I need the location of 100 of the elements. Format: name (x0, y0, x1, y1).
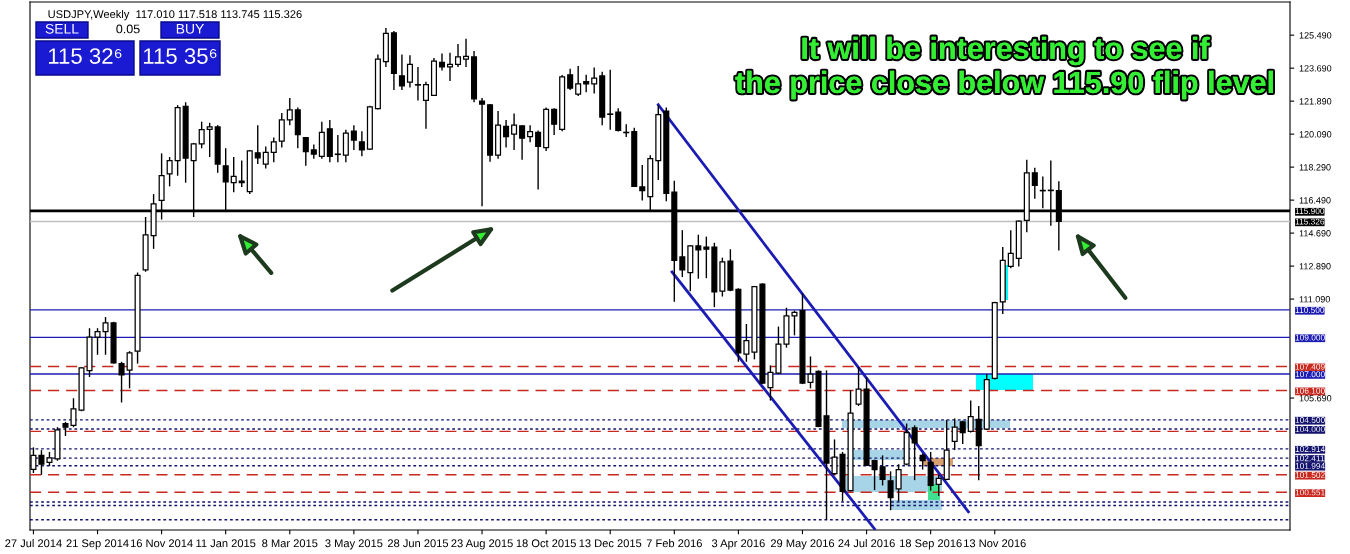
y-tick-label: 121.890 (1299, 98, 1332, 105)
candlestick (126, 350, 133, 390)
annotation: SELL (45, 23, 79, 34)
candlestick (519, 124, 526, 161)
candlestick (302, 136, 309, 167)
annotation: 115 32⁶ (48, 48, 122, 64)
y-tick-label: 125.490 (1299, 32, 1332, 39)
candlestick (270, 136, 277, 164)
candlestick (967, 399, 974, 434)
annotation: 0.05 (116, 24, 140, 34)
candlestick (703, 235, 710, 279)
candlestick (278, 112, 285, 149)
candlestick (511, 112, 518, 151)
x-tick-label: 7 Feb 2016 (646, 539, 702, 548)
ref-line-label: 101.994 (1295, 462, 1325, 469)
candlestick (166, 156, 173, 188)
text: USDJPY,Weekly 117.010 117.518 113.745 115.326 (48, 9, 302, 21)
x-tick-label: 29 May 2016 (770, 539, 835, 550)
y-tick-label: 105.690 (1299, 395, 1332, 402)
annotation: BUY (176, 24, 204, 34)
candlestick (567, 68, 574, 91)
ref-line-label: 102.914 (1295, 446, 1325, 453)
candlestick (535, 129, 542, 191)
candlestick (238, 159, 245, 188)
x-tick-label: 18 Sep 2016 (899, 539, 962, 550)
candlestick (527, 124, 534, 143)
ref-line-label: 115.326 (1295, 218, 1325, 225)
candlestick (438, 52, 446, 72)
ref-line-label: 106.100 (1295, 387, 1325, 394)
candlestick (895, 463, 902, 502)
ref-line-label: 100.551 (1295, 489, 1325, 496)
candlestick (551, 107, 558, 136)
candlestick (422, 81, 429, 130)
candlestick (911, 424, 918, 481)
x-tick-label: 13 Nov 2016 (964, 539, 1026, 548)
x-tick-label: 28 Jun 2015 (387, 539, 449, 548)
candlestick (1007, 229, 1014, 269)
y-tick-label: 116.490 (1299, 197, 1331, 204)
y-tick-label: 118.290 (1299, 164, 1331, 171)
x-tick-label: 16 Nov 2014 (130, 539, 193, 548)
x-tick-label: 21 Sep 2014 (66, 539, 129, 550)
candlestick (887, 470, 894, 511)
candlestick (615, 107, 622, 133)
candlestick (342, 129, 349, 164)
ref-line-label: 110.500 (1295, 307, 1325, 313)
candlestick (198, 120, 205, 149)
candlestick (679, 229, 686, 278)
ref-line-label: 104.000 (1295, 426, 1325, 433)
y-tick-label: 120.090 (1299, 131, 1332, 138)
candlestick (454, 43, 462, 68)
y-tick-label: 123.690 (1299, 65, 1332, 72)
ref-line-label: 102.411 (1295, 455, 1325, 462)
y-tick-label: 112.890 (1299, 263, 1331, 270)
annotation: It will be interesting to see if the price close below 115.90 flip level (735, 36, 1273, 100)
candlestick (575, 65, 582, 97)
candlestick (879, 454, 886, 487)
ref-line-label: 107.000 (1295, 371, 1325, 378)
candlestick (446, 52, 454, 82)
candlestick (767, 364, 774, 402)
candlestick (871, 458, 878, 491)
ref-line-label: 115.900 (1295, 208, 1325, 215)
candlestick (1031, 166, 1038, 200)
candlestick (286, 97, 293, 126)
candlestick (230, 156, 237, 193)
x-tick-label: 24 Jul 2016 (838, 539, 895, 548)
candlestick (855, 366, 862, 407)
x-tick-label: 23 Aug 2015 (451, 539, 513, 550)
candlestick (262, 145, 269, 170)
candlestick (695, 234, 702, 280)
candlestick (358, 130, 365, 158)
y-tick-label: 111.090 (1299, 296, 1330, 303)
candlestick (479, 97, 486, 208)
candlestick (334, 134, 341, 164)
ref-line-label: 101.502 (1295, 472, 1325, 478)
ref-line-label: 107.409 (1295, 363, 1325, 370)
candlestick (206, 122, 213, 158)
x-tick-label: 11 Jan 2015 (196, 539, 256, 548)
x-tick-label: 3 Apr 2016 (711, 539, 765, 550)
annotation: 115 35⁶ (143, 48, 217, 64)
candlestick (414, 66, 421, 102)
candlestick (254, 124, 261, 165)
candlestick (743, 323, 750, 363)
candlestick (935, 474, 942, 497)
candlestick (591, 66, 598, 95)
candlestick (398, 53, 405, 91)
x-tick-label: 3 May 2015 (325, 539, 383, 550)
candlestick (38, 449, 45, 476)
candlestick (639, 164, 646, 202)
ref-line-label: 104.500 (1295, 417, 1325, 423)
candlestick (951, 417, 958, 451)
candlestick (462, 37, 470, 68)
x-tick-label: 18 Oct 2015 (516, 539, 576, 548)
x-tick-label: 27 Jul 2014 (5, 539, 62, 548)
ref-line-label: 109.000 (1295, 334, 1325, 341)
candlestick (350, 124, 357, 151)
x-tick-label: 8 Mar 2015 (262, 539, 318, 548)
candlestick (583, 74, 590, 94)
x-tick-label: 13 Dec 2015 (579, 539, 642, 548)
candlestick (927, 451, 934, 492)
candlestick (406, 54, 413, 89)
